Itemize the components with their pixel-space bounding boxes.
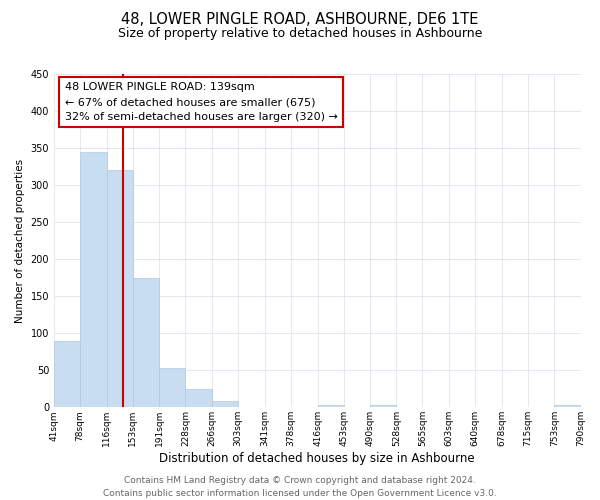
Bar [160, 368, 185, 408]
Bar [212, 402, 238, 407]
Bar [54, 340, 80, 407]
Bar [133, 278, 160, 407]
Bar [554, 405, 581, 407]
Text: 48 LOWER PINGLE ROAD: 139sqm
← 67% of detached houses are smaller (675)
32% of s: 48 LOWER PINGLE ROAD: 139sqm ← 67% of de… [65, 82, 337, 122]
Text: 48, LOWER PINGLE ROAD, ASHBOURNE, DE6 1TE: 48, LOWER PINGLE ROAD, ASHBOURNE, DE6 1T… [121, 12, 479, 28]
Y-axis label: Number of detached properties: Number of detached properties [15, 158, 25, 322]
X-axis label: Distribution of detached houses by size in Ashbourne: Distribution of detached houses by size … [160, 452, 475, 465]
Bar [185, 389, 212, 407]
Bar [370, 405, 397, 407]
Text: Contains HM Land Registry data © Crown copyright and database right 2024.
Contai: Contains HM Land Registry data © Crown c… [103, 476, 497, 498]
Bar [317, 405, 344, 407]
Bar [80, 152, 107, 407]
Bar [107, 170, 133, 408]
Text: Size of property relative to detached houses in Ashbourne: Size of property relative to detached ho… [118, 28, 482, 40]
